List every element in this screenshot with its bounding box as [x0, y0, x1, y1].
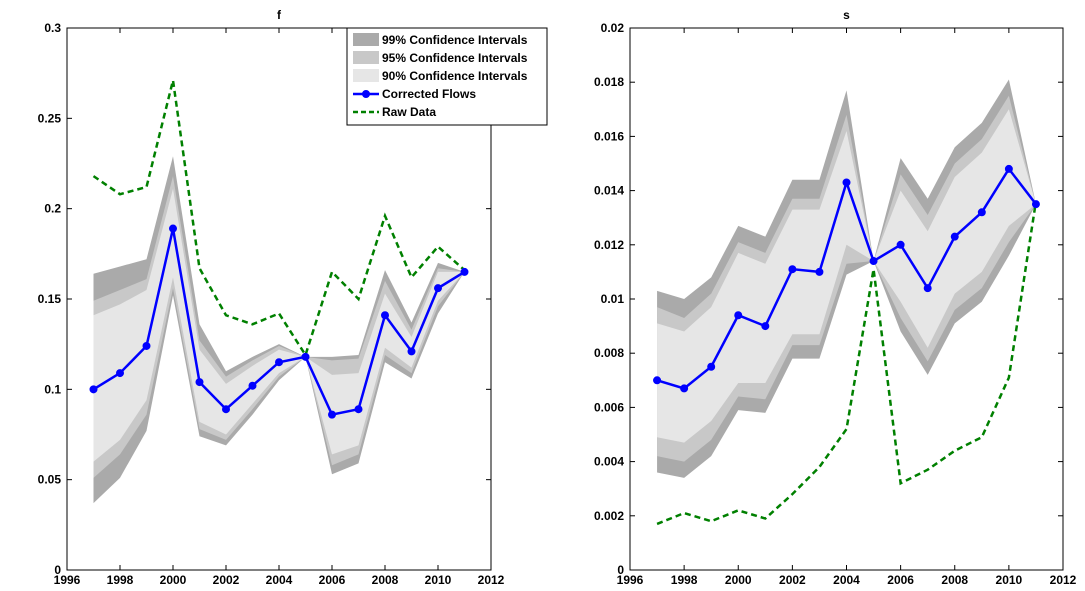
corrected-point	[977, 208, 986, 217]
y-tick-label: 0.014	[594, 184, 624, 198]
corrected-point	[381, 311, 389, 320]
band-ci90	[93, 188, 465, 462]
y-tick-label: 0	[54, 563, 61, 577]
corrected-point	[275, 358, 283, 367]
y-tick-label: 0.008	[594, 346, 624, 360]
x-tick-label: 2012	[478, 573, 505, 587]
panel-title: s	[843, 8, 850, 22]
legend-label-ci95: 95% Confidence Intervals	[382, 51, 528, 65]
y-tick-label: 0.3	[44, 21, 61, 35]
x-tick-label: 2002	[213, 573, 240, 587]
corrected-point	[1031, 200, 1040, 209]
y-tick-label: 0.01	[601, 292, 625, 306]
band-ci90	[657, 109, 1036, 443]
corrected-point	[680, 384, 689, 393]
band-ci99	[93, 156, 465, 504]
x-tick-label: 2012	[1050, 573, 1077, 587]
band-ci95	[93, 176, 465, 478]
legend-label-raw: Raw Data	[382, 105, 436, 119]
panel-title: f	[277, 8, 282, 22]
y-tick-label: 0.1	[44, 382, 61, 396]
y-tick-label: 0.018	[594, 75, 624, 89]
x-tick-label: 2008	[941, 573, 968, 587]
corrected-point	[169, 224, 177, 233]
x-tick-label: 2010	[996, 573, 1023, 587]
corrected-point	[896, 240, 905, 249]
corrected-point	[653, 376, 662, 385]
y-tick-label: 0.2	[44, 202, 61, 216]
corrected-point	[407, 347, 416, 356]
y-tick-label: 0.006	[594, 400, 624, 414]
corrected-point	[328, 410, 336, 419]
y-tick-label: 0.002	[594, 509, 624, 523]
y-tick-label: 0.012	[594, 238, 624, 252]
x-tick-label: 2000	[725, 573, 752, 587]
x-tick-label: 2004	[266, 573, 293, 587]
y-tick-label: 0.016	[594, 129, 624, 143]
y-tick-label: 0.004	[594, 455, 624, 469]
corrected-point	[950, 232, 959, 241]
corrected-point	[301, 352, 310, 361]
x-tick-label: 2004	[833, 573, 860, 587]
corrected-point	[869, 257, 878, 266]
corrected-point	[1004, 164, 1013, 173]
corrected-point	[842, 178, 851, 187]
legend-label-ci90: 90% Confidence Intervals	[382, 69, 528, 83]
x-tick-label: 1996	[617, 573, 644, 587]
corrected-point	[222, 405, 230, 414]
legend-swatch-ci95	[353, 51, 379, 64]
y-tick-label: 0.02	[601, 21, 625, 35]
corrected-point	[460, 267, 469, 276]
x-tick-label: 2002	[779, 573, 806, 587]
corrected-point	[734, 311, 743, 320]
corrected-point	[116, 369, 124, 378]
y-tick-label: 0.05	[38, 473, 62, 487]
x-tick-label: 2006	[887, 573, 914, 587]
corrected-point	[923, 284, 932, 293]
legend-swatch-ci90	[353, 69, 379, 82]
legend: 99% Confidence Intervals 95% Confidence …	[346, 27, 548, 126]
legend-box	[346, 27, 548, 126]
corrected-point	[248, 381, 257, 390]
series-raw-data	[92, 80, 466, 358]
corrected-point	[788, 265, 797, 274]
x-tick-label: 2006	[319, 573, 346, 587]
legend-marker-corrected	[362, 90, 370, 98]
corrected-point	[815, 267, 824, 276]
corrected-point	[142, 341, 151, 350]
panel-s: 1996 1998 2000 2002 2004 2006 2008 2010 2012 0 0.0…	[594, 8, 1077, 587]
x-tick-label: 1998	[671, 573, 698, 587]
legend-swatch-ci99	[353, 33, 379, 46]
x-tick-label: 2000	[160, 573, 187, 587]
corrected-point	[761, 322, 770, 331]
x-tick-label: 2010	[425, 573, 452, 587]
corrected-point	[434, 284, 442, 293]
x-tick-label: 1996	[54, 573, 81, 587]
y-tick-label: 0	[617, 563, 624, 577]
corrected-point	[354, 405, 363, 414]
x-tick-label: 1998	[107, 573, 134, 587]
corrected-point	[195, 378, 204, 387]
legend-label-ci99: 99% Confidence Intervals	[382, 33, 528, 47]
y-tick-label: 0.25	[38, 111, 62, 125]
legend-label-corrected: Corrected Flows	[382, 87, 476, 101]
x-tick-label: 2008	[372, 573, 399, 587]
corrected-point	[89, 385, 98, 394]
y-tick-label: 0.15	[38, 292, 62, 306]
panel-f: 1996 1998 2000 2002 2004 2006 2008 2010 2012 0 0.0…	[38, 8, 505, 587]
corrected-point	[707, 362, 716, 371]
